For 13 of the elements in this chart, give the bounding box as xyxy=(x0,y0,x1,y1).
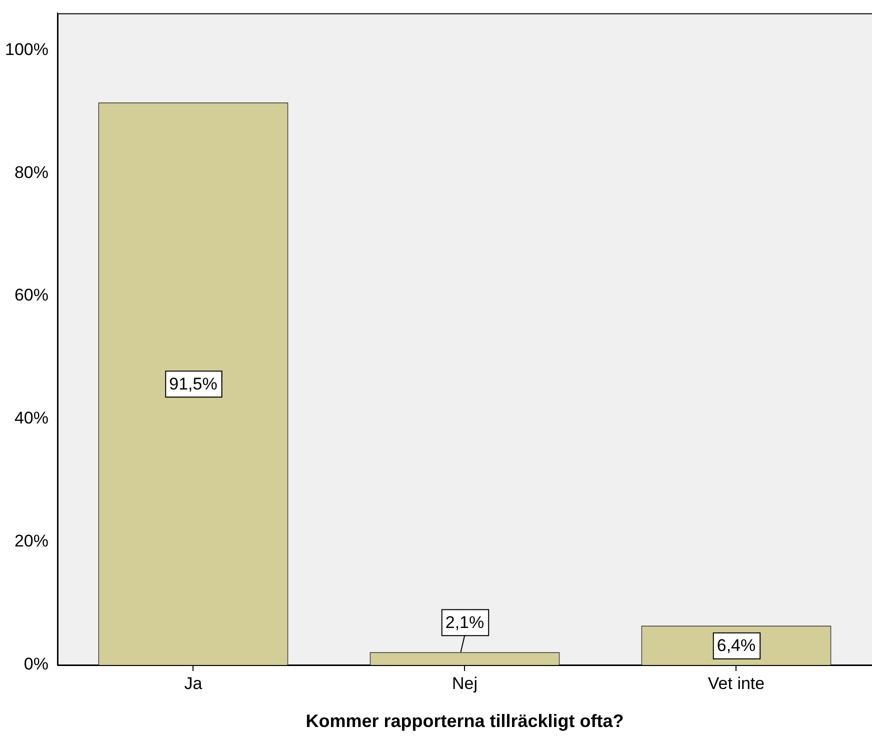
y-tick-label: 20% xyxy=(14,532,48,551)
y-tick-label: 40% xyxy=(14,408,48,428)
y-tick-label: 60% xyxy=(14,286,48,305)
data-label: 91,5% xyxy=(169,374,218,394)
y-tick-label: 0% xyxy=(24,654,48,674)
data-label: 6,4% xyxy=(716,636,756,656)
x-tick-label: Nej xyxy=(452,674,478,693)
y-tick-label: 80% xyxy=(14,162,48,182)
x-axis-title: Kommer rapporterna tillräckligt ofta? xyxy=(306,711,624,732)
x-tick-label: Ja xyxy=(184,674,203,693)
y-tick-label: 100% xyxy=(4,40,48,59)
x-tick-label: Vet inte xyxy=(708,674,765,693)
data-label: 2,1% xyxy=(445,612,484,632)
